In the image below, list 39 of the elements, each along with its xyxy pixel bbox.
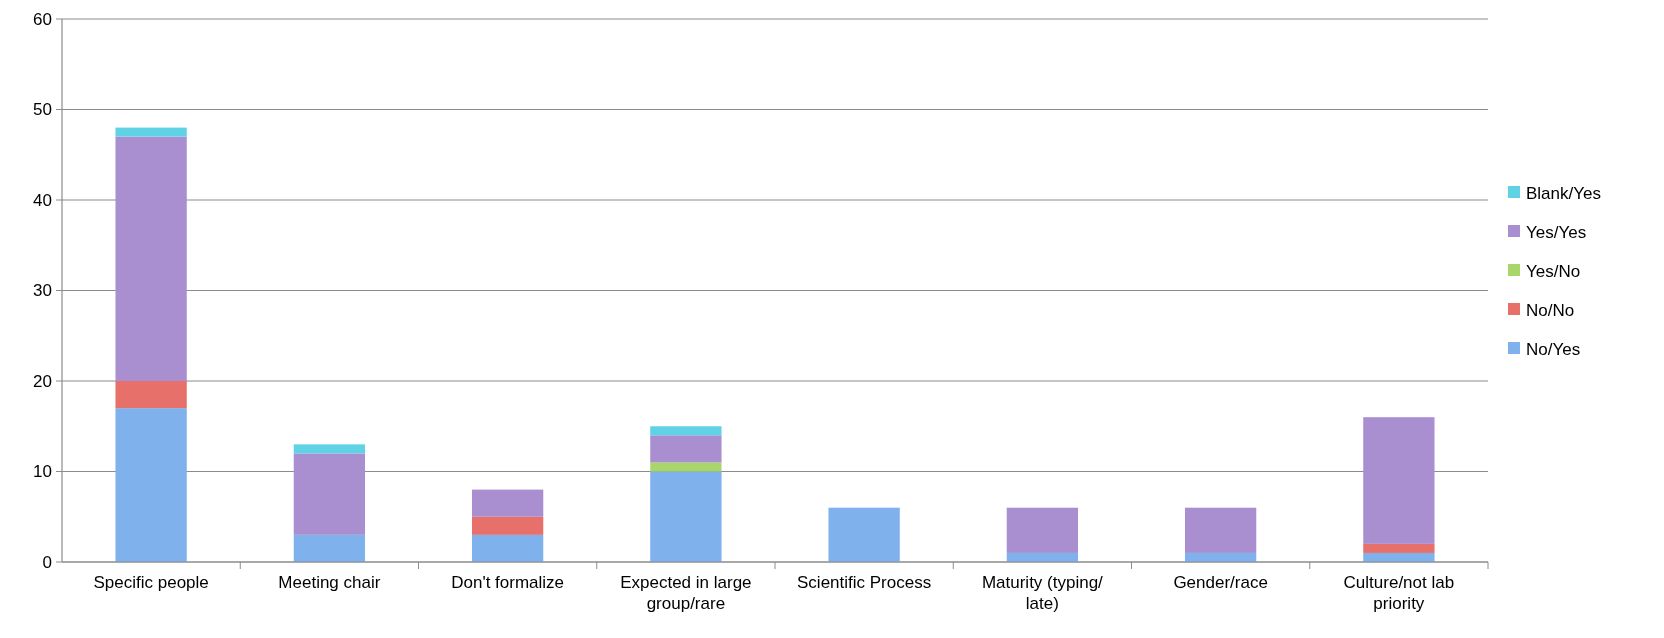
x-tick-label: Maturity (typing/ late) — [981, 573, 1104, 613]
y-tick-label: 0 — [42, 552, 52, 572]
bar — [828, 507, 900, 562]
x-tick-label: Specific people — [93, 573, 209, 592]
legend-label: Yes/Yes — [1526, 222, 1587, 242]
bar — [650, 462, 722, 472]
x-tick-label: Culture/not lab priority — [1343, 573, 1455, 613]
bar — [293, 444, 366, 454]
y-tick-label: 20 — [33, 371, 52, 391]
bar — [650, 471, 722, 562]
legend-label: Blank/Yes — [1526, 183, 1601, 203]
bar — [471, 534, 544, 562]
x-tick-label: Expected in large group/rare — [620, 573, 752, 613]
bar — [293, 453, 366, 535]
bar — [115, 127, 187, 137]
bar — [1184, 507, 1257, 553]
bar — [471, 516, 544, 535]
bar — [1006, 507, 1079, 553]
y-tick-label: 30 — [33, 281, 52, 301]
legend-label: No/No — [1526, 300, 1575, 320]
y-tick-label: 60 — [33, 9, 52, 29]
y-tick-label: 50 — [33, 100, 52, 120]
legend-label: No/Yes — [1526, 339, 1581, 359]
y-tick-label: 10 — [33, 462, 52, 482]
y-tick-label: 40 — [33, 190, 52, 210]
bar — [293, 534, 366, 562]
bar — [115, 136, 187, 381]
x-tick-label: Meeting chair — [278, 573, 381, 592]
legend-label: Yes/No — [1526, 261, 1581, 281]
bar — [471, 489, 544, 517]
x-tick-label: Scientific Process — [797, 573, 932, 592]
bar — [1363, 417, 1435, 544]
bar — [1363, 543, 1435, 553]
bar — [650, 426, 722, 436]
x-tick-label: Gender/race — [1173, 573, 1268, 592]
bar — [115, 381, 187, 409]
bar — [115, 408, 187, 562]
bar — [650, 435, 722, 463]
x-tick-label: Don't formalize — [451, 573, 565, 592]
